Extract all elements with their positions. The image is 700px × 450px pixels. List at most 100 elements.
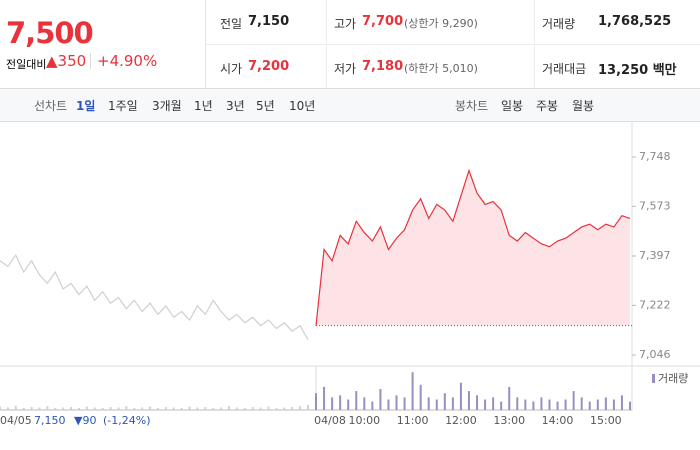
volume-bar xyxy=(371,401,374,410)
volume-bar xyxy=(156,407,159,410)
volume-bar xyxy=(331,397,334,410)
volume-bar xyxy=(93,407,96,410)
volume-bar xyxy=(379,389,382,410)
volume-bar xyxy=(435,399,438,410)
volume-bar xyxy=(267,406,270,410)
volume-bar xyxy=(524,399,527,410)
volume-bar xyxy=(188,406,191,410)
volume-bar xyxy=(588,401,591,410)
volume-bar xyxy=(459,382,462,410)
prev-close: 7,150 xyxy=(34,414,66,427)
x-tick-label: 12:00 xyxy=(445,414,477,427)
tab[interactable]: 1주일 xyxy=(108,99,138,113)
change-pct: +4.90% xyxy=(97,52,158,70)
x-tick-label: 15:00 xyxy=(590,414,622,427)
volume-bar xyxy=(149,406,152,410)
volume-bar xyxy=(212,407,215,410)
volume-bar xyxy=(125,406,128,410)
volume-bar xyxy=(14,405,17,410)
volume-bar xyxy=(62,407,65,410)
volume-bar xyxy=(70,407,73,410)
tab[interactable]: 10년 xyxy=(289,99,316,113)
quote-box: 7,500 전일대비 ▲350 +4.90% xyxy=(0,0,206,88)
volume-bar xyxy=(46,406,49,410)
volume-bar xyxy=(419,384,422,410)
volume-bar xyxy=(315,393,317,410)
volume-bar xyxy=(235,407,238,410)
area xyxy=(316,170,630,326)
x-tick-label: 10:00 xyxy=(348,414,380,427)
volume-bar xyxy=(347,399,350,410)
volume-bar xyxy=(275,407,278,410)
volume-bar xyxy=(516,397,519,410)
legend-label: 거래량 xyxy=(658,372,688,385)
volume-bar xyxy=(220,407,223,410)
change: ▲350 xyxy=(46,52,87,70)
tab[interactable]: 1일 xyxy=(76,99,96,113)
volume-bar xyxy=(164,407,167,410)
tab[interactable]: 3년 xyxy=(226,99,245,113)
summary-label: 거래량 xyxy=(542,17,576,31)
volume-bar xyxy=(101,407,104,410)
tab[interactable]: 월봉 xyxy=(572,99,595,113)
summary-label: 저가 xyxy=(334,62,357,76)
volume-bar xyxy=(427,397,430,410)
volume-bar xyxy=(323,386,326,410)
volume-bar xyxy=(620,395,623,410)
volume-bar xyxy=(299,406,302,410)
volume-bar xyxy=(355,391,358,410)
summary-label: 시가 xyxy=(220,62,243,76)
tab[interactable]: 3개월 xyxy=(152,99,182,113)
summary-label: 전일 xyxy=(220,17,243,31)
volume-bar xyxy=(363,397,366,410)
volume-bar xyxy=(564,399,567,410)
summary-value: 1,768,525 xyxy=(598,14,672,29)
volume-bar xyxy=(476,395,479,410)
volume-bar xyxy=(77,407,80,410)
tab[interactable]: 일봉 xyxy=(501,99,524,113)
volume-bar xyxy=(109,407,112,410)
volume-bar xyxy=(596,399,599,410)
volume-bar xyxy=(307,404,309,410)
volume-bar xyxy=(6,407,9,410)
volume-bar xyxy=(387,399,390,410)
x-tick-label: 04/08 xyxy=(314,414,346,427)
summary-value: 13,250 백만 xyxy=(598,63,677,78)
row-divider xyxy=(206,44,700,45)
volume-bar xyxy=(22,407,25,410)
y-tick-label: 7,397 xyxy=(639,249,671,262)
tab[interactable]: 5년 xyxy=(256,99,275,113)
summary-value: 7,150 xyxy=(248,14,290,29)
volume-bar xyxy=(291,407,294,410)
volume-bar xyxy=(38,407,41,410)
y-tick-label: 7,748 xyxy=(639,150,671,163)
volume-bar xyxy=(196,407,199,410)
volume-bar xyxy=(548,399,551,410)
prev-change: ▼90 xyxy=(74,414,96,427)
tab[interactable]: 주봉 xyxy=(536,99,559,113)
volume-bar xyxy=(339,395,342,410)
volume-bar xyxy=(395,395,398,410)
volume-bar xyxy=(117,407,120,410)
volume-bar xyxy=(251,407,254,410)
price: 7,500 xyxy=(6,16,94,50)
volume-bar xyxy=(604,397,607,410)
divider xyxy=(90,53,91,69)
y-tick-label: 7,222 xyxy=(639,298,671,311)
x-tick-label: 14:00 xyxy=(542,414,574,427)
change-label: 전일대비 xyxy=(6,58,47,71)
volume-bar xyxy=(484,399,487,410)
legend-swatch xyxy=(652,374,655,383)
prev-date: 04/05 xyxy=(0,414,32,427)
summary-value: 7,200 xyxy=(248,59,290,74)
volume-bar xyxy=(492,397,495,410)
prev-line xyxy=(0,253,309,341)
summary-label: 거래대금 xyxy=(542,62,587,76)
volume-bar xyxy=(85,406,88,410)
volume-bar xyxy=(228,406,231,410)
tab[interactable]: 1년 xyxy=(194,99,213,113)
volume-bar xyxy=(572,391,575,410)
summary-value: 7,180 xyxy=(362,59,404,74)
